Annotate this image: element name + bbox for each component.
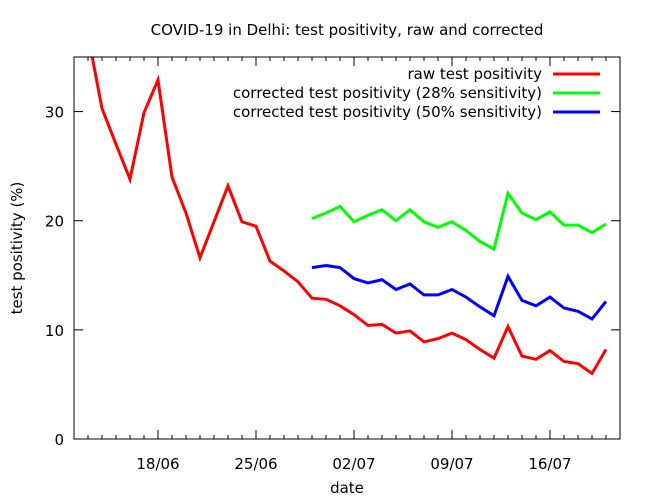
y-tick-label: 0 [54, 431, 64, 449]
axis-ticks [74, 57, 620, 440]
legend-label: corrected test positivity (28% sensitivi… [233, 84, 542, 102]
x-tick-label: 02/07 [332, 455, 375, 473]
series-line-3 [311, 263, 608, 321]
x-tick-label: 25/06 [234, 455, 277, 473]
y-tick-label: 30 [45, 104, 64, 122]
legend-label: corrected test positivity (50% sensitivi… [233, 103, 542, 121]
chart-title: COVID-19 in Delhi: test positivity, raw … [151, 21, 544, 39]
legend-label: raw test positivity [407, 65, 542, 83]
x-tick-label: 18/06 [136, 455, 179, 473]
y-tick-label: 10 [45, 322, 64, 340]
x-tick-label: 09/07 [430, 455, 473, 473]
series-line-1 [90, 57, 608, 376]
x-axis-label: date [330, 479, 364, 497]
y-tick-label: 20 [45, 213, 64, 231]
x-tick-label: 16/07 [528, 455, 571, 473]
plot-frame [73, 56, 621, 440]
series-lines [90, 57, 608, 376]
x-tick-labels: 18/06 25/06 02/07 09/07 16/07 [136, 455, 571, 473]
y-axis-label: test positivity (%) [8, 182, 26, 315]
series-line-2 [311, 189, 607, 252]
y-tick-labels: 0 10 20 30 [45, 104, 64, 449]
